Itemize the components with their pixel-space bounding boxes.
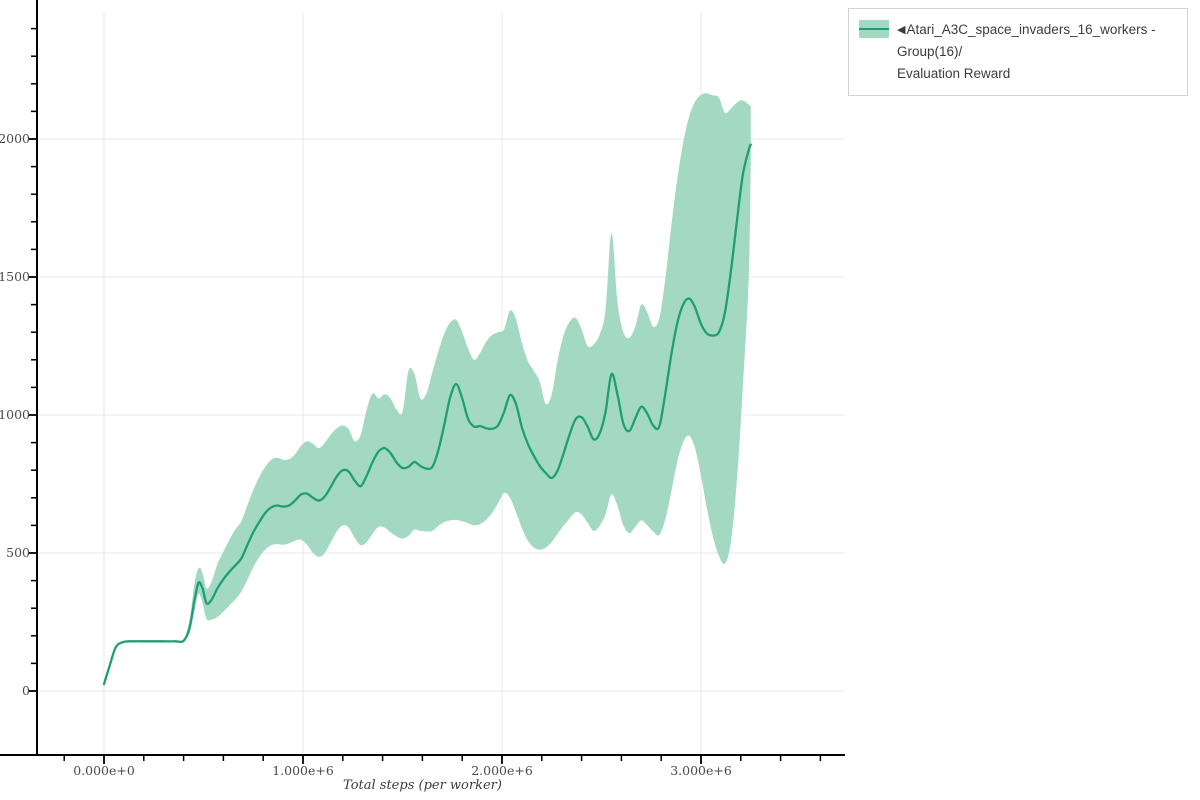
y-tick-label-1000: 1000 — [0, 407, 30, 422]
x-tick-label-2e6: 2.000e+6 — [471, 763, 533, 778]
x-axis-title: Total steps (per worker) — [343, 778, 502, 793]
y-tick-label-500: 500 — [6, 545, 30, 560]
legend-entry-text: ◀Atari_A3C_space_invaders_16_workers - G… — [897, 19, 1179, 85]
y-tick-label-0: 0 — [22, 683, 30, 698]
legend-label-line1: Atari_A3C_space_invaders_16_workers - Gr… — [897, 22, 1156, 59]
mean-line-path — [102, 143, 752, 686]
x-tick-label-0: 0.000e+0 — [73, 763, 135, 778]
mean-line — [102, 143, 752, 686]
band-area — [104, 93, 751, 685]
x-tick-label-3e6: 3.000e+6 — [670, 763, 732, 778]
collapse-arrow-icon[interactable]: ◀ — [897, 24, 906, 36]
y-tick-label-1500: 1500 — [0, 269, 30, 284]
legend-color-swatch — [859, 20, 889, 38]
x-tick-label-1e6: 1.000e+6 — [272, 763, 334, 778]
legend-box[interactable]: ◀Atari_A3C_space_invaders_16_workers - G… — [848, 8, 1188, 96]
legend-entry[interactable]: ◀Atari_A3C_space_invaders_16_workers - G… — [859, 19, 1179, 85]
legend-label-line2: Evaluation Reward — [897, 66, 1011, 81]
y-tick-label-2000: 2000 — [0, 131, 30, 146]
axis-ticks — [28, 27, 822, 764]
uncertainty-band — [104, 93, 751, 685]
